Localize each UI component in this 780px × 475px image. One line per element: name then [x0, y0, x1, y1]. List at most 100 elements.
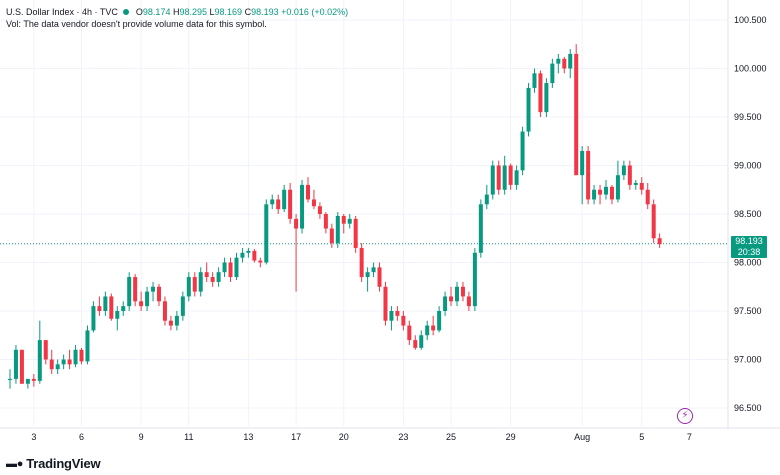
time-tick-label: 29 [506, 432, 516, 442]
candle-body [79, 349, 84, 362]
candle-body [282, 189, 287, 210]
candle-body [216, 272, 221, 282]
candle-body [300, 184, 305, 229]
candle-body [377, 267, 382, 287]
candle-body [562, 58, 567, 69]
candle-body [413, 340, 418, 348]
chart-legend: U.S. Dollar Index · 4h · TVC O98.174 H98… [6, 6, 348, 30]
price-tick-label: 97.500 [734, 306, 762, 316]
candle-body [288, 189, 293, 219]
candle-body [276, 199, 281, 210]
candle-body [359, 247, 364, 278]
candle-body [347, 218, 352, 224]
candle-body [532, 73, 537, 88]
time-tick-label: 9 [139, 432, 144, 442]
candle-body [186, 277, 191, 297]
candle-body [472, 252, 477, 307]
time-tick-label: 17 [291, 432, 301, 442]
candle-body [246, 250, 251, 253]
low-label: L [209, 7, 215, 17]
high-value: 98.295 [179, 7, 207, 17]
close-label: C [244, 7, 252, 17]
candle-body [67, 359, 72, 365]
candle-body [514, 170, 519, 185]
time-tick-label: 23 [398, 432, 408, 442]
time-tick-label: 11 [184, 432, 193, 442]
logo-text: TradingView [26, 456, 101, 471]
candle-body [604, 186, 608, 195]
time-tick-label: 20 [339, 432, 349, 442]
candle-body [127, 277, 132, 307]
candle-body [103, 296, 108, 311]
candle-body [31, 378, 36, 381]
candle-body [13, 349, 18, 379]
candle-body [443, 296, 448, 311]
price-tick-label: 99.500 [734, 112, 762, 122]
candle-body [157, 286, 161, 302]
candle-body [621, 165, 626, 176]
candle-body [180, 296, 185, 316]
candle-body [639, 182, 644, 190]
candle-body [544, 83, 549, 113]
change-value: +0.016 (+0.02%) [281, 7, 349, 17]
candle-body [335, 215, 340, 244]
candle-body [109, 296, 114, 319]
candle-body [550, 63, 555, 84]
candle-body [389, 311, 394, 321]
last-price-value: 98.193 [735, 236, 763, 246]
candle-body [556, 58, 561, 64]
low-value: 98.169 [214, 7, 243, 17]
candle-body [264, 204, 269, 263]
bar-countdown: 20:38 [737, 247, 761, 257]
candle-body [49, 359, 54, 370]
candle-body [407, 325, 412, 341]
candle-body [490, 165, 495, 195]
candle-body [598, 189, 603, 195]
tradingview-logo[interactable]: ▬● TradingView [6, 456, 101, 471]
candle-body [61, 359, 66, 365]
candle-body [508, 165, 513, 185]
candle-body [586, 150, 591, 200]
candle-body [419, 335, 424, 348]
candle-body [371, 267, 376, 273]
high-label: H [172, 7, 180, 17]
candle-body [258, 260, 263, 263]
candle-body [574, 53, 579, 176]
candle-body [651, 204, 656, 239]
price-axis[interactable]: 100.500 100.000 99.500 99.000 98.500 98.000 97… [734, 15, 767, 413]
candle-body [145, 291, 150, 307]
candle-body [306, 184, 310, 200]
price-tick-label: 97.000 [734, 355, 762, 365]
candle-body [168, 320, 173, 326]
candle-body [91, 306, 96, 331]
candle-body [204, 272, 209, 278]
price-tick-label: 100.500 [734, 15, 767, 25]
candle-body [37, 340, 42, 381]
candle-body [85, 330, 90, 362]
candle-body [198, 272, 203, 292]
candle-body [234, 257, 239, 278]
candle-body [294, 218, 299, 229]
candle-body [383, 286, 388, 321]
candle-body [174, 315, 179, 326]
lightning-bolt-icon[interactable]: ⚡ [677, 408, 693, 424]
candle-body [496, 165, 501, 190]
candle-body [19, 349, 24, 384]
time-tick-label: 13 [243, 432, 253, 442]
candle-body [139, 301, 144, 307]
candle-body [645, 189, 650, 205]
price-tick-label: 99.000 [734, 161, 762, 171]
candle-body [329, 228, 334, 244]
candles [8, 44, 662, 389]
candle-body [633, 182, 638, 185]
price-tick-label: 100.000 [734, 64, 767, 74]
candle-body [395, 311, 400, 316]
time-tick-label: 3 [31, 432, 36, 442]
symbol-title[interactable]: U.S. Dollar Index · 4h · TVC [6, 7, 118, 17]
time-tick-label: 7 [687, 432, 692, 442]
candle-body [121, 306, 126, 311]
time-axis[interactable]: 3 6 9 11 13 17 20 23 25 29 Aug 5 7 [31, 432, 692, 442]
candle-body [401, 315, 406, 326]
